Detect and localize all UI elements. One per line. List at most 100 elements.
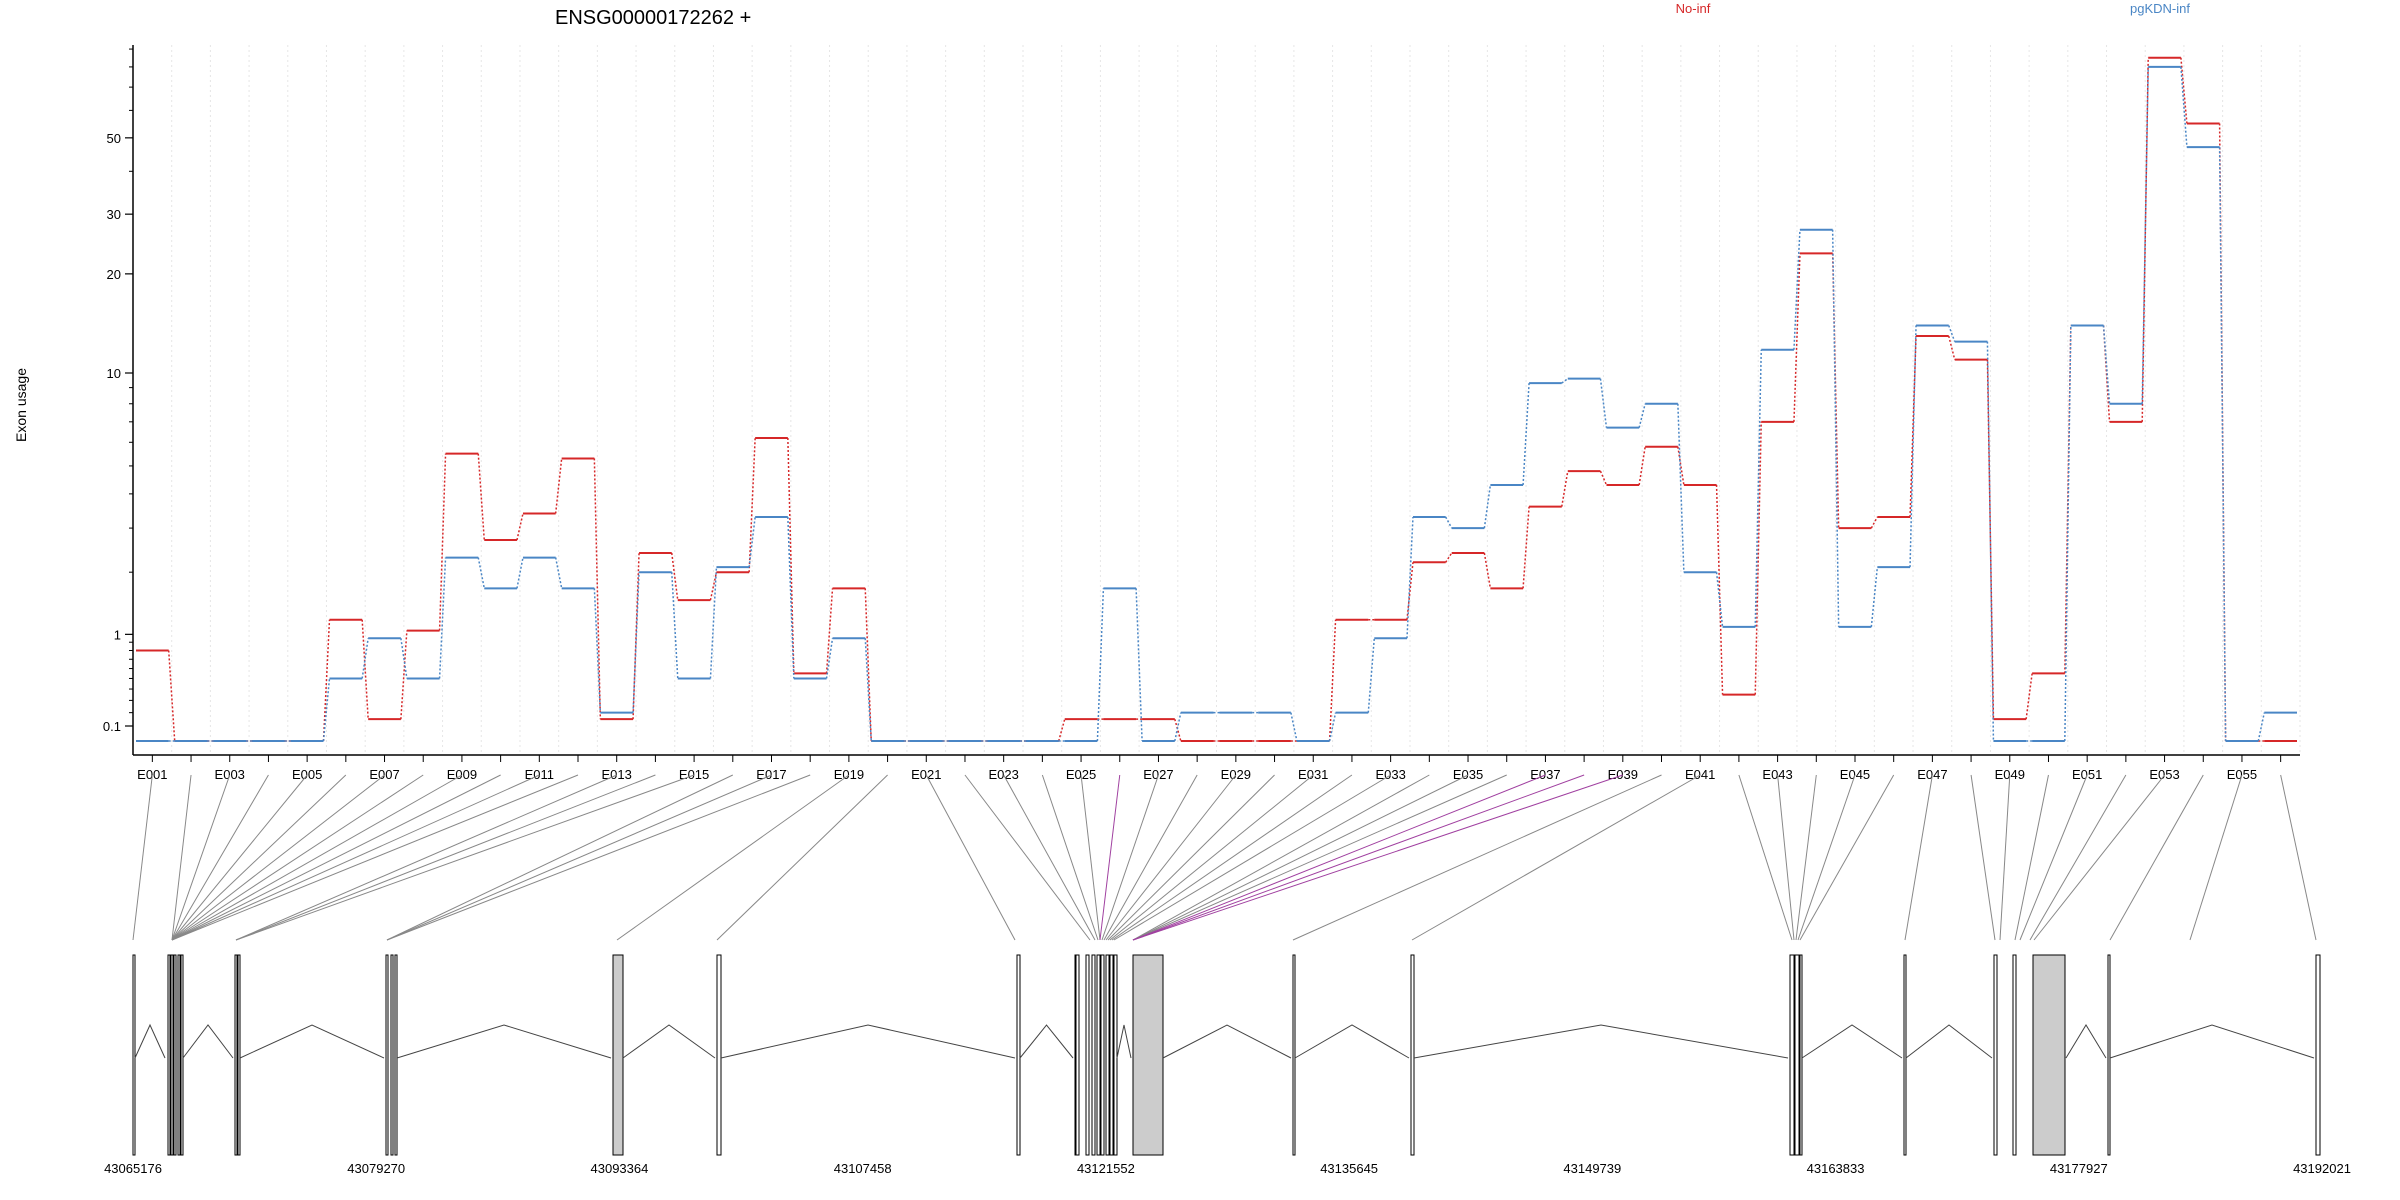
series-connector bbox=[1948, 325, 1956, 342]
x-tick-label: E021 bbox=[911, 767, 941, 782]
exon-link bbox=[1132, 774, 1623, 941]
exon-block bbox=[237, 954, 241, 1156]
exon-block bbox=[1100, 954, 1105, 1156]
exon-block bbox=[612, 954, 624, 1156]
x-tick-label: E009 bbox=[447, 767, 477, 782]
exon-block bbox=[173, 954, 177, 1156]
exon-link bbox=[171, 774, 231, 941]
series-connector bbox=[516, 557, 524, 589]
series-connector bbox=[1483, 484, 1492, 529]
series-connector bbox=[1754, 421, 1762, 695]
exon-link bbox=[1113, 774, 1391, 941]
series-connector bbox=[1483, 552, 1492, 589]
series-connector bbox=[1290, 712, 1298, 742]
y-tick-label: 1 bbox=[114, 627, 121, 642]
x-tick-label: E045 bbox=[1840, 767, 1870, 782]
exon-block bbox=[2012, 954, 2017, 1156]
series-connector bbox=[593, 588, 602, 713]
exon-link bbox=[925, 774, 1016, 941]
exon-block bbox=[1085, 954, 1090, 1156]
series-connector bbox=[2218, 147, 2227, 742]
exon-block bbox=[1410, 954, 1415, 1156]
series-connector bbox=[1135, 588, 1143, 742]
exon-link bbox=[386, 774, 811, 941]
series-connector bbox=[477, 557, 486, 589]
exon-link bbox=[2189, 774, 2243, 941]
exon-link bbox=[1799, 774, 1895, 941]
exon-block bbox=[2107, 954, 2111, 1156]
exon-link bbox=[1132, 774, 1546, 941]
series-connector bbox=[167, 650, 176, 742]
exon-block bbox=[1903, 954, 1907, 1156]
exon-link bbox=[1101, 774, 1159, 941]
y-tick-label: 30 bbox=[107, 207, 121, 222]
intron-line bbox=[1162, 1024, 1292, 1059]
y-tick-label: 10 bbox=[107, 366, 121, 381]
intron-line bbox=[1294, 1024, 1410, 1059]
exon-link bbox=[2280, 774, 2317, 941]
series-connector bbox=[1445, 552, 1453, 563]
exon-block bbox=[1075, 954, 1080, 1156]
series-connector bbox=[1522, 383, 1530, 485]
exon-block bbox=[394, 954, 398, 1156]
exon-link bbox=[1904, 774, 1933, 941]
x-tick-label: E031 bbox=[1298, 767, 1328, 782]
genomic-coordinate-label: 43135645 bbox=[1320, 1161, 1378, 1176]
exon-link bbox=[132, 774, 153, 941]
series-connector bbox=[1948, 335, 1956, 360]
exon-link bbox=[235, 774, 695, 941]
y-axis-label: Exon usage bbox=[13, 368, 29, 442]
x-tick-label: E005 bbox=[292, 767, 322, 782]
exon-link bbox=[2033, 774, 2165, 941]
exon-block bbox=[390, 954, 394, 1156]
exon-link bbox=[964, 774, 1091, 941]
exon-link bbox=[1132, 774, 1469, 941]
exon-link bbox=[1003, 774, 1096, 941]
chart-title: ENSG00000172262 + bbox=[555, 7, 751, 29]
series-connector bbox=[477, 453, 486, 541]
series-connector bbox=[2141, 57, 2149, 422]
exon-link bbox=[1111, 774, 1353, 941]
intron-line bbox=[1413, 1024, 1789, 1059]
intron-line bbox=[396, 1024, 612, 1059]
exon-link bbox=[2029, 774, 2127, 941]
exon-block bbox=[1132, 954, 1164, 1156]
x-tick-label: E023 bbox=[988, 767, 1018, 782]
series-connector bbox=[322, 678, 331, 742]
exon-link bbox=[1999, 774, 2011, 941]
series-connector bbox=[1793, 229, 1801, 350]
exon-link bbox=[1795, 774, 1817, 941]
series-connector bbox=[1599, 378, 1608, 428]
x-tick-label: E025 bbox=[1066, 767, 1096, 782]
exon-block bbox=[1016, 954, 1021, 1156]
series-connector bbox=[1986, 341, 1995, 742]
series-connector bbox=[709, 572, 718, 601]
exon-link bbox=[235, 774, 656, 941]
x-tick-label: E007 bbox=[369, 767, 399, 782]
exon-block bbox=[2315, 954, 2321, 1156]
exon-block bbox=[1109, 954, 1114, 1156]
intron-line bbox=[2109, 1024, 2315, 1059]
exon-link bbox=[386, 774, 734, 941]
y-tick-label: 50 bbox=[107, 131, 121, 146]
series-connector bbox=[400, 630, 408, 720]
exon-link bbox=[616, 774, 850, 941]
series-connector bbox=[1096, 588, 1105, 742]
exon-link bbox=[1777, 774, 1795, 941]
series-connector bbox=[1561, 378, 1569, 384]
exon-link bbox=[171, 774, 501, 941]
exon-link bbox=[1970, 774, 1996, 941]
series-connector bbox=[438, 453, 447, 631]
series-connector bbox=[400, 638, 408, 679]
genomic-coordinate-label: 43093364 bbox=[591, 1161, 649, 1176]
series-connector bbox=[864, 638, 872, 742]
exon-link bbox=[171, 774, 347, 941]
intron-line bbox=[622, 1024, 716, 1059]
series-connector bbox=[322, 619, 331, 742]
series-connector bbox=[2180, 66, 2188, 148]
exon-block bbox=[234, 954, 238, 1156]
exon-link bbox=[2019, 774, 2088, 941]
series-connector bbox=[361, 619, 369, 720]
